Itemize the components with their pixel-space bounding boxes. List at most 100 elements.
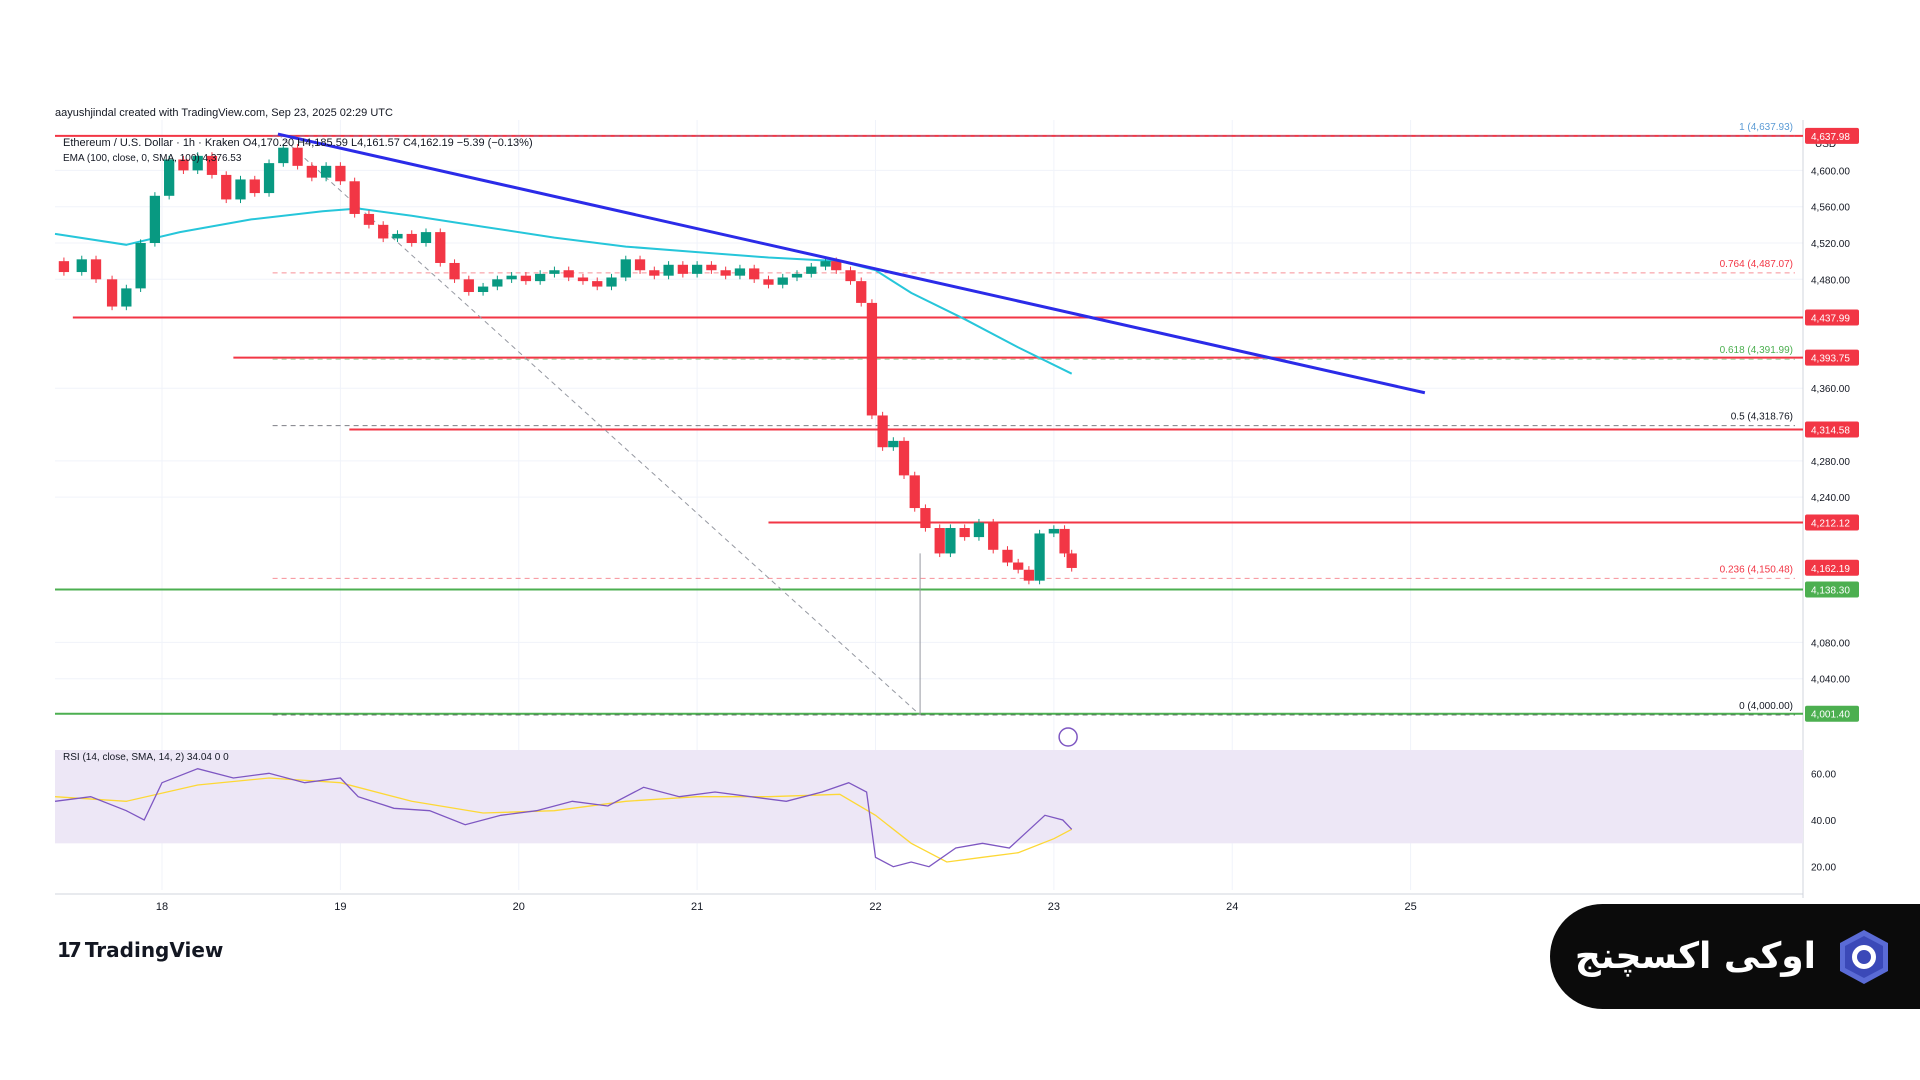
candle-body [249, 179, 260, 194]
candle-body [420, 232, 432, 243]
candle-body [677, 264, 688, 274]
candle-body [1034, 533, 1045, 581]
price-badge-label: 4,138.30 [1811, 585, 1850, 596]
candle-body [592, 281, 603, 287]
candle-body [535, 273, 546, 282]
price-tick-label: 4,040.00 [1811, 675, 1850, 686]
candle-body [76, 259, 87, 273]
okex-hexagon-logo-icon [1840, 929, 1888, 984]
candle-body [506, 275, 517, 280]
candle-body [58, 261, 70, 273]
chart-credit: aayushjindal created with TradingView.co… [55, 107, 393, 119]
candle-body [221, 174, 232, 200]
exchange-name: اوکی اکسچنج [1574, 936, 1816, 977]
fib-level-label: 0.618 (4,391.99) [1720, 345, 1793, 356]
time-tick-label: 21 [691, 901, 703, 913]
price-badge [1805, 581, 1859, 598]
time-tick-label: 25 [1404, 901, 1416, 913]
candle-body [749, 268, 760, 280]
candle-body [806, 266, 817, 274]
price-tick-label: 4,360.00 [1811, 384, 1850, 395]
candle-body [945, 528, 956, 554]
price-badge [1805, 514, 1859, 531]
candle-body [406, 233, 417, 243]
trendline [277, 132, 1426, 747]
fib-level-label: 0.5 (4,318.76) [1731, 412, 1793, 423]
candle-body [845, 270, 856, 282]
candle-body [649, 270, 660, 276]
candle-body [335, 165, 346, 182]
candle-body [866, 302, 878, 416]
fib-diagonal [277, 133, 921, 716]
candle-body [392, 233, 403, 239]
candle-body [898, 440, 910, 476]
candle-body [620, 259, 631, 278]
price-tick-label: 4,280.00 [1811, 457, 1850, 468]
tradingview-logo: 17 TradingView [57, 937, 223, 963]
candle-body [856, 281, 867, 303]
candle-body [663, 264, 674, 276]
candle-body [363, 213, 375, 225]
candle-body [888, 440, 899, 448]
candle-body [449, 262, 460, 280]
candlesticks [58, 144, 1077, 585]
time-axis: 18 19 20 21 22 23 24 25 [156, 901, 1417, 913]
candle-body [777, 277, 788, 285]
rsi-line [54, 768, 1073, 868]
price-tick-label: 4,080.00 [1811, 638, 1850, 649]
candle-body [706, 264, 717, 271]
candle-body [206, 155, 218, 175]
price-badge [1805, 309, 1859, 326]
rsi-tick-label: 40.00 [1811, 816, 1836, 827]
candle-body [877, 415, 888, 448]
price-axis: USD 4,600.00 4,560.00 4,520.00 4,480.00 4,360… [1805, 127, 1859, 722]
price-badge [1805, 349, 1859, 366]
rsi-band [55, 750, 1803, 844]
fib-level-label: 1 (4,637.93) [1739, 122, 1793, 133]
candle-body [1048, 528, 1059, 534]
price-badge [1805, 559, 1859, 576]
candle-body [909, 475, 920, 509]
candle-body [90, 259, 102, 280]
time-tick-label: 23 [1048, 901, 1060, 913]
price-badge-label: 4,001.40 [1811, 710, 1850, 721]
candle-body [477, 286, 489, 293]
chart-grid [55, 120, 1804, 898]
candle-body [1023, 569, 1035, 581]
tradingview-wordmark: TradingView [84, 938, 224, 962]
chart-legend-ohlc: Ethereum / U.S. Dollar · 1h · Kraken O4,… [63, 137, 533, 149]
candle-body [263, 163, 275, 194]
candle-body [349, 181, 360, 214]
price-badge-label: 4,314.58 [1811, 425, 1850, 436]
candle-body [135, 243, 146, 289]
fib-level-label: 0.236 (4,150.48) [1720, 564, 1793, 575]
price-badge-label: 4,437.99 [1811, 313, 1850, 324]
candle-body [1066, 553, 1077, 568]
candle-body [920, 508, 931, 529]
chart-legend-ema: EMA (100, close, 0, SMA, 100) 4,376.53 [63, 153, 242, 164]
price-tick-label: 4,240.00 [1811, 493, 1850, 504]
candle-body [549, 270, 560, 274]
price-badge [1805, 421, 1859, 438]
candle-body [306, 165, 317, 178]
candle-body [820, 261, 831, 267]
candle-body [463, 279, 474, 293]
candle-body [192, 155, 203, 171]
time-tick-label: 24 [1226, 901, 1238, 913]
candle-body [577, 277, 589, 282]
candle-body [106, 279, 118, 307]
candle-body [831, 261, 842, 271]
price-badge-label: 4,162.19 [1811, 564, 1850, 575]
currency-label: USD [1815, 139, 1836, 150]
candle-body [959, 528, 970, 538]
candle-body [520, 275, 532, 282]
candle-body [292, 147, 303, 166]
candle-body [791, 273, 803, 278]
candle-body [973, 522, 985, 538]
time-tick-label: 18 [156, 901, 168, 913]
time-tick-label: 19 [334, 901, 346, 913]
candle-body [563, 270, 574, 278]
ema-line [54, 207, 1073, 375]
rsi-tick-label: 60.00 [1811, 769, 1836, 780]
